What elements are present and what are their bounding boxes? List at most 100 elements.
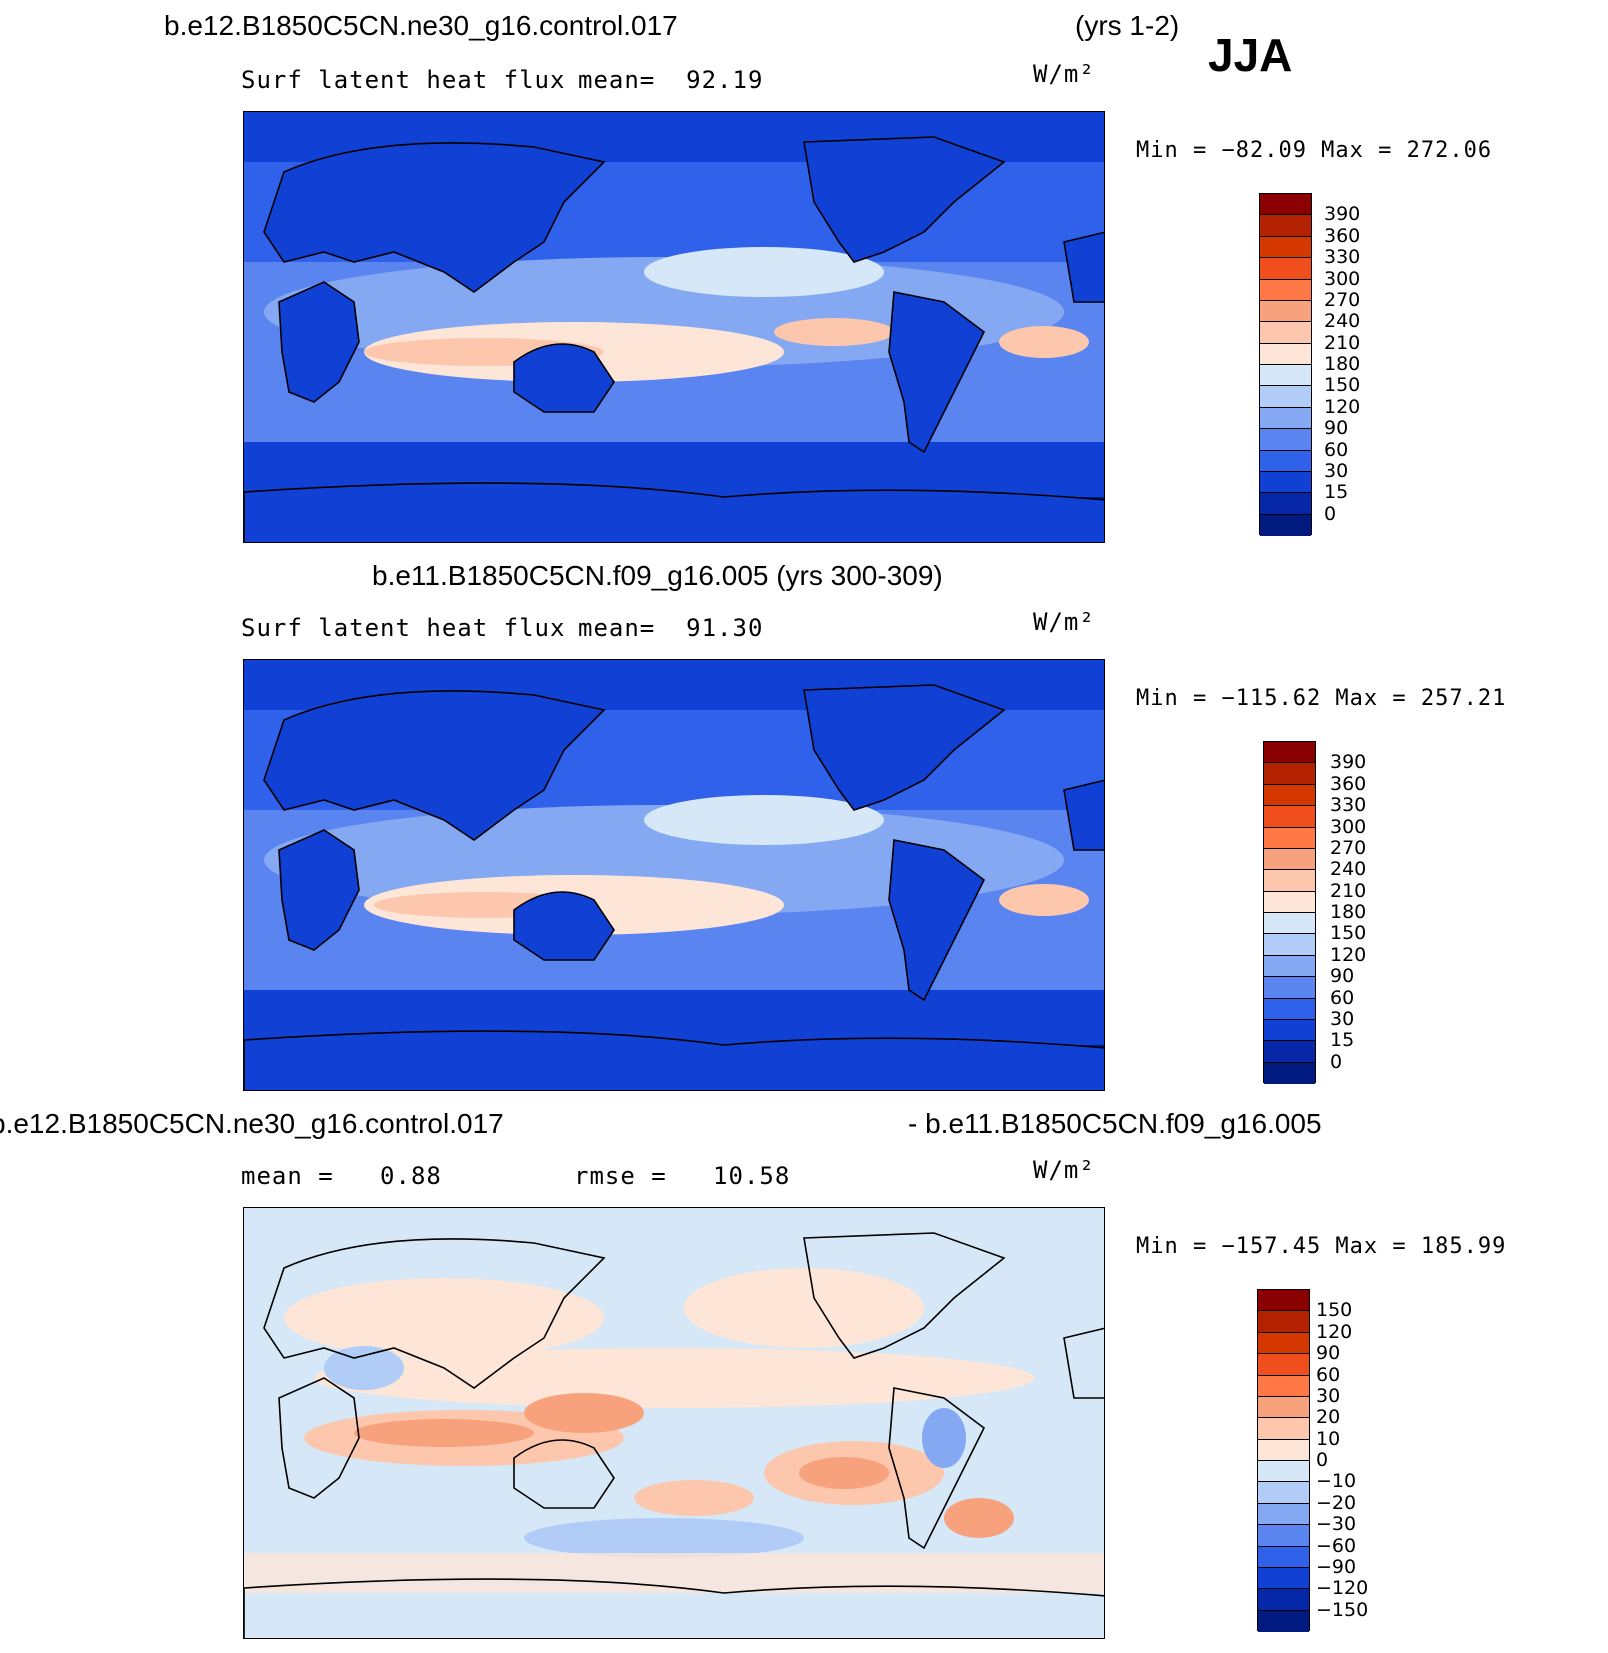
colorbar-tick-label: 240 [1330,858,1367,881]
panel-middle-colorbar [1263,741,1316,1084]
colorbar-swatch [1258,1354,1309,1376]
colorbar-swatch [1260,236,1311,259]
colorbar-tick-label: −120 [1316,1577,1369,1600]
colorbar-swatch [1264,784,1315,807]
colorbar-tick-label: 300 [1330,815,1367,838]
colorbar-tick-label: 150 [1324,374,1361,397]
colorbar-tick-label: 20 [1316,1406,1341,1429]
colorbar-tick-label: 90 [1316,1342,1341,1365]
colorbar-swatch [1258,1439,1309,1461]
colorbar-swatch [1264,848,1315,871]
colorbar-tick-label: 0 [1316,1449,1329,1471]
colorbar-tick-label: 270 [1330,836,1367,859]
panel-bottom-mean-label: mean = 0.88 [241,1162,442,1190]
years-label: (yrs 1-2) [1075,10,1180,41]
colorbar-tick-label: 390 [1324,203,1361,226]
colorbar-tick-label: 0 [1324,502,1337,525]
colorbar-swatch [1258,1589,1309,1611]
colorbar-swatch [1258,1503,1309,1526]
colorbar-tick-label: 10 [1316,1427,1341,1450]
colorbar-swatch [1264,891,1315,913]
colorbar-swatch [1260,407,1311,430]
colorbar-swatch [1258,1546,1309,1568]
colorbar-tick-label: 360 [1330,772,1367,795]
colorbar-tick-label: 30 [1316,1384,1341,1407]
colorbar-tick-label: 240 [1324,310,1361,333]
colorbar-tick-label: 120 [1316,1320,1353,1343]
colorbar-swatch [1258,1311,1309,1333]
colorbar-tick-label: 120 [1324,395,1361,418]
colorbar-tick-label: 120 [1330,943,1367,966]
colorbar-swatch [1258,1525,1309,1547]
panel-top-mean-label: mean= 92.19 [578,66,764,94]
panel-top-map-field [244,112,1104,542]
colorbar-swatch [1264,1041,1315,1063]
colorbar-swatch [1264,827,1315,849]
colorbar-tick-label: 60 [1316,1363,1341,1386]
colorbar-tick-label: 90 [1330,965,1355,988]
panel-bottom-map [243,1207,1105,1639]
colorbar-swatch [1264,934,1315,956]
panel-bottom-map-field [244,1208,1104,1638]
colorbar-tick-label: 300 [1324,267,1361,290]
colorbar-swatch [1260,322,1311,344]
colorbar-tick-label: 15 [1324,481,1349,504]
colorbar-tick-label: 60 [1324,438,1349,461]
colorbar-swatch [1258,1482,1309,1504]
colorbar-swatch [1264,1062,1315,1084]
colorbar-swatch [1260,279,1311,301]
colorbar-tick-label: 150 [1316,1299,1353,1322]
panel-top-map [243,111,1105,543]
colorbar-swatch [1264,977,1315,999]
colorbar-swatch [1258,1396,1309,1419]
colorbar-swatch [1264,806,1315,828]
colorbar-swatch [1258,1375,1309,1397]
case-name-title: b.e12.B1850C5CN.ne30_g16.control.017 [164,10,678,41]
colorbar-tick-label: −150 [1316,1598,1369,1621]
colorbar-tick-label: 210 [1324,331,1361,354]
colorbar-tick-label: −30 [1316,1513,1357,1536]
colorbar-swatch [1258,1567,1309,1590]
colorbar-swatch [1258,1290,1309,1312]
colorbar-swatch [1260,386,1311,408]
colorbar-tick-label: 180 [1324,353,1361,375]
colorbar-tick-label: −10 [1316,1470,1357,1493]
colorbar-swatch [1264,955,1315,978]
colorbar-tick-label: 330 [1330,794,1367,817]
panel-middle-variable-title: Surf latent heat flux [241,614,566,642]
colorbar-swatch [1264,870,1315,892]
colorbar-tick-label: 270 [1324,288,1361,311]
colorbar-swatch [1264,742,1315,764]
colorbar-swatch [1260,450,1311,472]
colorbar-swatch [1264,1019,1315,1042]
colorbar-swatch [1264,913,1315,935]
colorbar-swatch [1258,1461,1309,1483]
panel-middle-caption: b.e11.B1850C5CN.f09_g16.005 (yrs 300-309… [372,560,943,591]
colorbar-tick-label: 180 [1330,901,1367,923]
colorbar-swatch [1260,514,1311,536]
panel-middle-minmax: Min = −115.62 Max = 257.21 [1136,686,1507,711]
colorbar-tick-label: 390 [1330,751,1367,774]
colorbar-tick-label: 210 [1330,879,1367,902]
panel-top-minmax: Min = −82.09 Max = 272.06 [1136,138,1493,163]
colorbar-swatch [1260,300,1311,323]
panel-bottom-caption-right: - b.e11.B1850C5CN.f09_g16.005 [908,1108,1322,1139]
panel-top-variable-title: Surf latent heat flux [241,66,566,94]
colorbar-swatch [1260,429,1311,451]
colorbar-swatch [1260,343,1311,365]
colorbar-swatch [1258,1418,1309,1440]
colorbar-tick-label: 330 [1324,246,1361,269]
colorbar-swatch [1264,763,1315,785]
panel-bottom-colorbar [1257,1289,1310,1632]
season-label: JJA [1208,29,1293,81]
colorbar-swatch [1260,258,1311,280]
panel-middle-mean-label: mean= 91.30 [578,614,764,642]
colorbar-tick-label: 360 [1324,224,1361,247]
colorbar-swatch [1260,215,1311,237]
panel-middle-map-field [244,660,1104,1090]
colorbar-tick-label: 15 [1330,1029,1355,1052]
panel-middle-units: W/m² [1033,608,1095,636]
colorbar-swatch [1260,471,1311,494]
colorbar-tick-label: 0 [1330,1050,1343,1073]
panel-bottom-rmse-label: rmse = 10.58 [574,1162,791,1190]
